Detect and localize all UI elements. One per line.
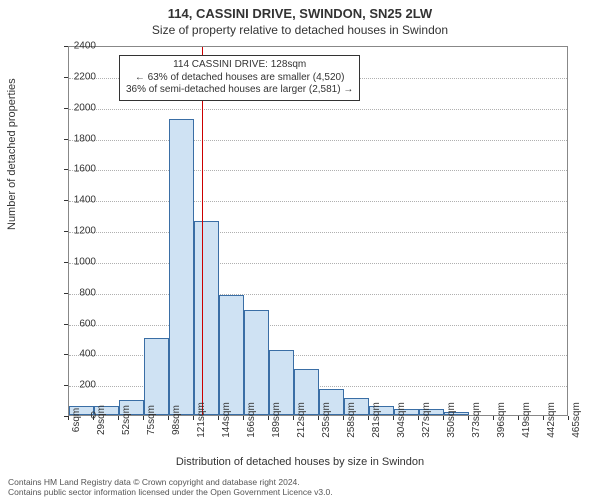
y-tick-label: 1200 [68,226,96,237]
x-tick-mark [118,416,119,420]
grid-line [69,140,567,141]
x-tick-mark [68,416,69,420]
x-tick-mark [168,416,169,420]
y-tick-mark [64,324,68,325]
x-tick-mark [193,416,194,420]
y-tick-mark [64,200,68,201]
grid-line [69,325,567,326]
x-tick-label: 75sqm [146,405,157,435]
histogram-bar [169,119,194,415]
x-tick-mark [318,416,319,420]
y-tick-mark [64,354,68,355]
y-tick-label: 200 [68,380,96,391]
x-tick-label: 144sqm [221,402,232,438]
footer-line-2: Contains public sector information licen… [8,488,333,498]
x-tick-label: 373sqm [471,402,482,438]
y-tick-mark [64,231,68,232]
x-tick-mark [468,416,469,420]
y-tick-mark [64,385,68,386]
x-tick-label: 235sqm [321,402,332,438]
y-tick-mark [64,262,68,263]
x-tick-label: 166sqm [246,402,257,438]
y-tick-label: 2000 [68,102,96,113]
x-tick-label: 304sqm [396,402,407,438]
x-tick-label: 281sqm [371,402,382,438]
annotation-line-1: 114 CASSINI DRIVE: 128sqm [126,59,353,72]
y-tick-label: 1400 [68,195,96,206]
histogram-bar [144,338,169,415]
x-tick-label: 189sqm [271,402,282,438]
y-axis-label: Number of detached properties [6,78,18,230]
y-tick-mark [64,108,68,109]
y-tick-label: 1600 [68,164,96,175]
x-tick-label: 327sqm [421,402,432,438]
histogram-plot: 114 CASSINI DRIVE: 128sqm ← 63% of detac… [68,46,568,416]
y-tick-label: 2200 [68,71,96,82]
y-tick-label: 600 [68,318,96,329]
y-tick-label: 1800 [68,133,96,144]
x-tick-mark [543,416,544,420]
y-tick-mark [64,293,68,294]
x-tick-mark [493,416,494,420]
x-tick-label: 258sqm [346,402,357,438]
y-tick-label: 400 [68,349,96,360]
x-tick-mark [368,416,369,420]
x-tick-mark [218,416,219,420]
x-tick-mark [268,416,269,420]
title-block: 114, CASSINI DRIVE, SWINDON, SN25 2LW Si… [0,0,600,37]
x-tick-label: 29sqm [96,405,107,435]
grid-line [69,263,567,264]
histogram-bar [219,295,244,415]
footer-attribution: Contains HM Land Registry data © Crown c… [8,478,333,498]
y-tick-mark [64,77,68,78]
x-tick-label: 396sqm [496,402,507,438]
x-tick-mark [243,416,244,420]
y-tick-label: 1000 [68,256,96,267]
y-tick-mark [64,46,68,47]
x-tick-label: 98sqm [171,405,182,435]
x-tick-label: 212sqm [296,402,307,438]
grid-line [69,232,567,233]
x-tick-label: 6sqm [71,408,82,432]
x-tick-mark [143,416,144,420]
x-tick-mark [343,416,344,420]
x-tick-label: 442sqm [546,402,557,438]
page-title: 114, CASSINI DRIVE, SWINDON, SN25 2LW [0,6,600,21]
x-tick-label: 465sqm [571,402,582,438]
x-tick-mark [293,416,294,420]
x-tick-label: 419sqm [521,402,532,438]
annotation-box: 114 CASSINI DRIVE: 128sqm ← 63% of detac… [119,55,360,101]
x-tick-mark [568,416,569,420]
annotation-line-2: ← 63% of detached houses are smaller (4,… [126,72,353,85]
reference-line [202,47,203,415]
histogram-bar [244,310,269,415]
grid-line [69,294,567,295]
y-tick-mark [64,169,68,170]
x-tick-mark [518,416,519,420]
x-tick-label: 121sqm [196,402,207,438]
annotation-line-3: 36% of semi-detached houses are larger (… [126,84,353,97]
x-tick-mark [393,416,394,420]
x-tick-mark [93,416,94,420]
x-tick-label: 350sqm [446,402,457,438]
x-tick-mark [418,416,419,420]
y-tick-label: 2400 [68,41,96,52]
grid-line [69,109,567,110]
x-tick-label: 52sqm [121,405,132,435]
page-subtitle: Size of property relative to detached ho… [0,23,600,37]
histogram-bar [194,221,219,415]
x-axis-label: Distribution of detached houses by size … [0,456,600,468]
x-tick-mark [443,416,444,420]
grid-line [69,170,567,171]
grid-line [69,201,567,202]
y-tick-mark [64,139,68,140]
y-tick-label: 800 [68,287,96,298]
